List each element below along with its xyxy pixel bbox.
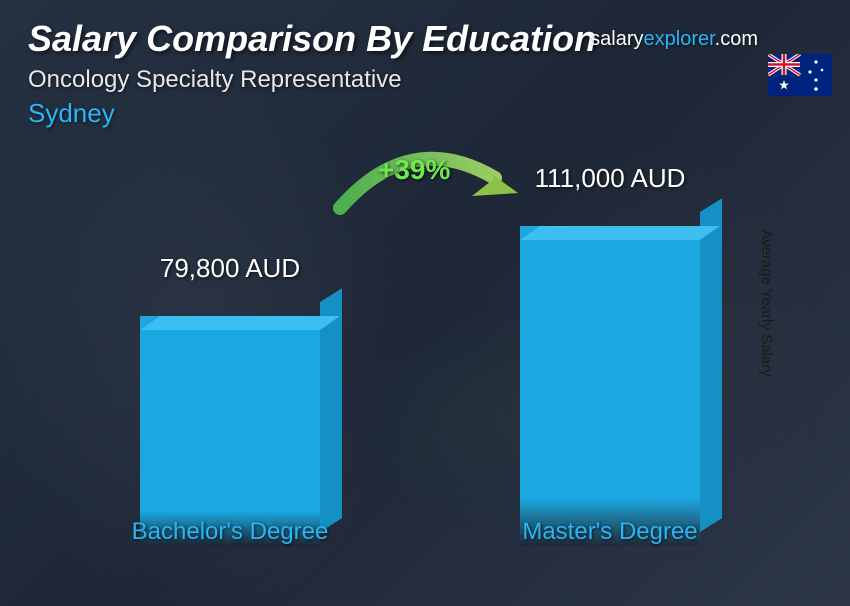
flag-icon	[768, 54, 832, 96]
bar-value-wrap: 79,800 AUD	[120, 253, 340, 294]
bar-3d	[520, 226, 700, 546]
bar-value-wrap: 111,000 AUD	[500, 163, 720, 204]
brand-logo-text: salaryexplorer.com	[590, 28, 758, 51]
brand-part-2: explorer	[644, 28, 715, 50]
bar-shape-wrap	[520, 226, 700, 546]
bar-category-label: Bachelor's Degree	[120, 518, 340, 546]
bar-top-face	[140, 316, 340, 330]
bar-top-face	[520, 226, 720, 240]
bar-front-face	[520, 226, 700, 546]
brand-part-1: salary	[590, 28, 643, 50]
bar-value-label: 79,800 AUD	[120, 253, 340, 284]
bar-3d	[140, 316, 320, 546]
bar-shape-wrap	[140, 316, 320, 546]
chart-area: 79,800 AUD Bachelor's Degree 111,000 AUD Ma…	[60, 142, 790, 582]
chart-subtitle: Oncology Specialty Representative	[28, 66, 830, 94]
chart-location: Sydney	[28, 98, 830, 129]
brand-tld: .com	[715, 28, 758, 50]
bar-front-face	[140, 316, 320, 546]
increase-percent-label: +39%	[378, 154, 450, 186]
bar-category-label: Master's Degree	[500, 518, 720, 546]
bar-value-label: 111,000 AUD	[500, 163, 720, 194]
bar-side-face	[700, 198, 722, 532]
